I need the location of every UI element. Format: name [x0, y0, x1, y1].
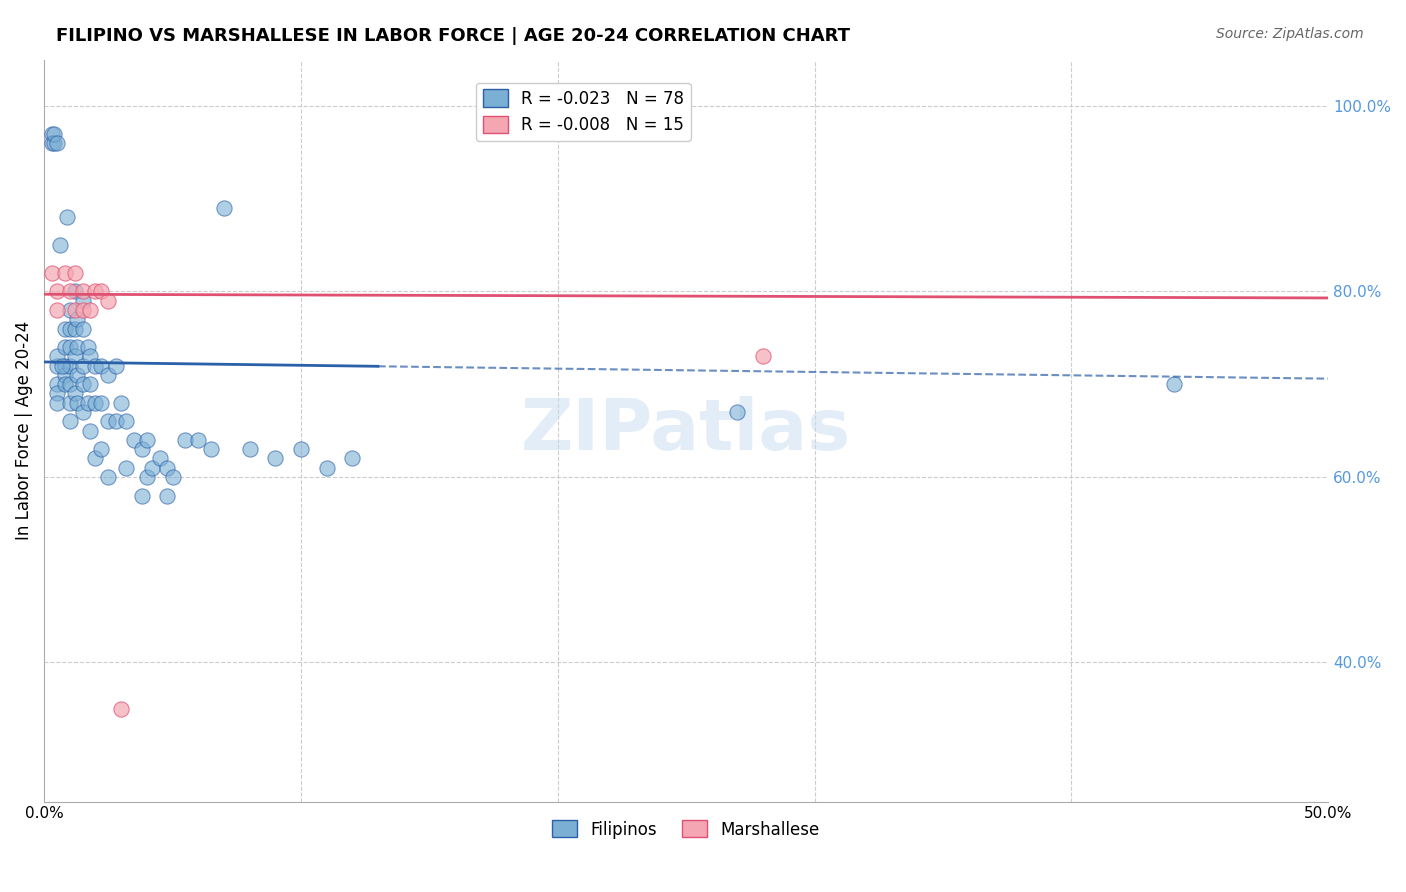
- Point: [72, 377, 94, 392]
- Point: [59, 396, 82, 410]
- Point: [110, 702, 132, 716]
- Point: [97, 414, 120, 428]
- Legend: Filipinos, Marshallese: Filipinos, Marshallese: [546, 814, 827, 846]
- Point: [63, 350, 86, 364]
- Point: [1163, 377, 1185, 392]
- Text: FILIPINO VS MARSHALLESE IN LABOR FORCE | AGE 20-24 CORRELATION CHART: FILIPINO VS MARSHALLESE IN LABOR FORCE |…: [56, 27, 851, 45]
- Point: [162, 470, 184, 484]
- Point: [66, 368, 89, 382]
- Point: [156, 489, 179, 503]
- Point: [63, 266, 86, 280]
- Text: Source: ZipAtlas.com: Source: ZipAtlas.com: [1216, 27, 1364, 41]
- Point: [752, 350, 775, 364]
- Point: [187, 433, 209, 447]
- Point: [46, 285, 69, 299]
- Point: [115, 460, 138, 475]
- Point: [315, 460, 337, 475]
- Point: [46, 136, 69, 150]
- Point: [90, 285, 112, 299]
- Point: [105, 414, 128, 428]
- Point: [238, 442, 260, 457]
- Point: [290, 442, 312, 457]
- Point: [59, 359, 82, 373]
- Point: [46, 303, 69, 318]
- Point: [59, 285, 82, 299]
- Point: [141, 460, 163, 475]
- Point: [727, 405, 749, 419]
- Point: [342, 451, 364, 466]
- Point: [63, 321, 86, 335]
- Point: [135, 433, 157, 447]
- Point: [76, 340, 98, 354]
- Point: [212, 201, 235, 215]
- Point: [97, 368, 120, 382]
- Point: [131, 489, 153, 503]
- Point: [105, 359, 128, 373]
- Point: [79, 424, 101, 438]
- Point: [79, 350, 101, 364]
- Point: [41, 266, 63, 280]
- Point: [46, 350, 69, 364]
- Y-axis label: In Labor Force | Age 20-24: In Labor Force | Age 20-24: [15, 321, 32, 541]
- Point: [59, 321, 82, 335]
- Point: [59, 303, 82, 318]
- Point: [79, 303, 101, 318]
- Point: [66, 340, 89, 354]
- Point: [131, 442, 153, 457]
- Point: [59, 340, 82, 354]
- Point: [59, 414, 82, 428]
- Point: [48, 238, 70, 252]
- Point: [84, 285, 107, 299]
- Point: [72, 303, 94, 318]
- Point: [41, 127, 63, 141]
- Point: [46, 396, 69, 410]
- Point: [53, 266, 76, 280]
- Point: [174, 433, 197, 447]
- Point: [53, 368, 76, 382]
- Point: [63, 386, 86, 401]
- Point: [90, 442, 112, 457]
- Point: [135, 470, 157, 484]
- Point: [76, 396, 98, 410]
- Point: [66, 396, 89, 410]
- Point: [264, 451, 287, 466]
- Point: [53, 377, 76, 392]
- Point: [56, 211, 79, 225]
- Point: [46, 377, 69, 392]
- Point: [51, 359, 73, 373]
- Point: [66, 312, 89, 326]
- Point: [79, 377, 101, 392]
- Point: [84, 396, 107, 410]
- Point: [72, 293, 94, 308]
- Point: [90, 396, 112, 410]
- Point: [72, 405, 94, 419]
- Point: [149, 451, 172, 466]
- Point: [46, 359, 69, 373]
- Point: [53, 321, 76, 335]
- Point: [115, 414, 138, 428]
- Point: [63, 303, 86, 318]
- Point: [90, 359, 112, 373]
- Text: ZIPatlas: ZIPatlas: [522, 396, 851, 465]
- Point: [46, 386, 69, 401]
- Point: [200, 442, 222, 457]
- Point: [53, 359, 76, 373]
- Point: [84, 359, 107, 373]
- Point: [97, 470, 120, 484]
- Point: [44, 127, 66, 141]
- Point: [63, 285, 86, 299]
- Point: [72, 359, 94, 373]
- Point: [122, 433, 145, 447]
- Point: [156, 460, 179, 475]
- Point: [84, 451, 107, 466]
- Point: [72, 285, 94, 299]
- Point: [41, 136, 63, 150]
- Point: [110, 396, 132, 410]
- Point: [72, 321, 94, 335]
- Point: [53, 340, 76, 354]
- Point: [44, 136, 66, 150]
- Point: [97, 293, 120, 308]
- Point: [59, 377, 82, 392]
